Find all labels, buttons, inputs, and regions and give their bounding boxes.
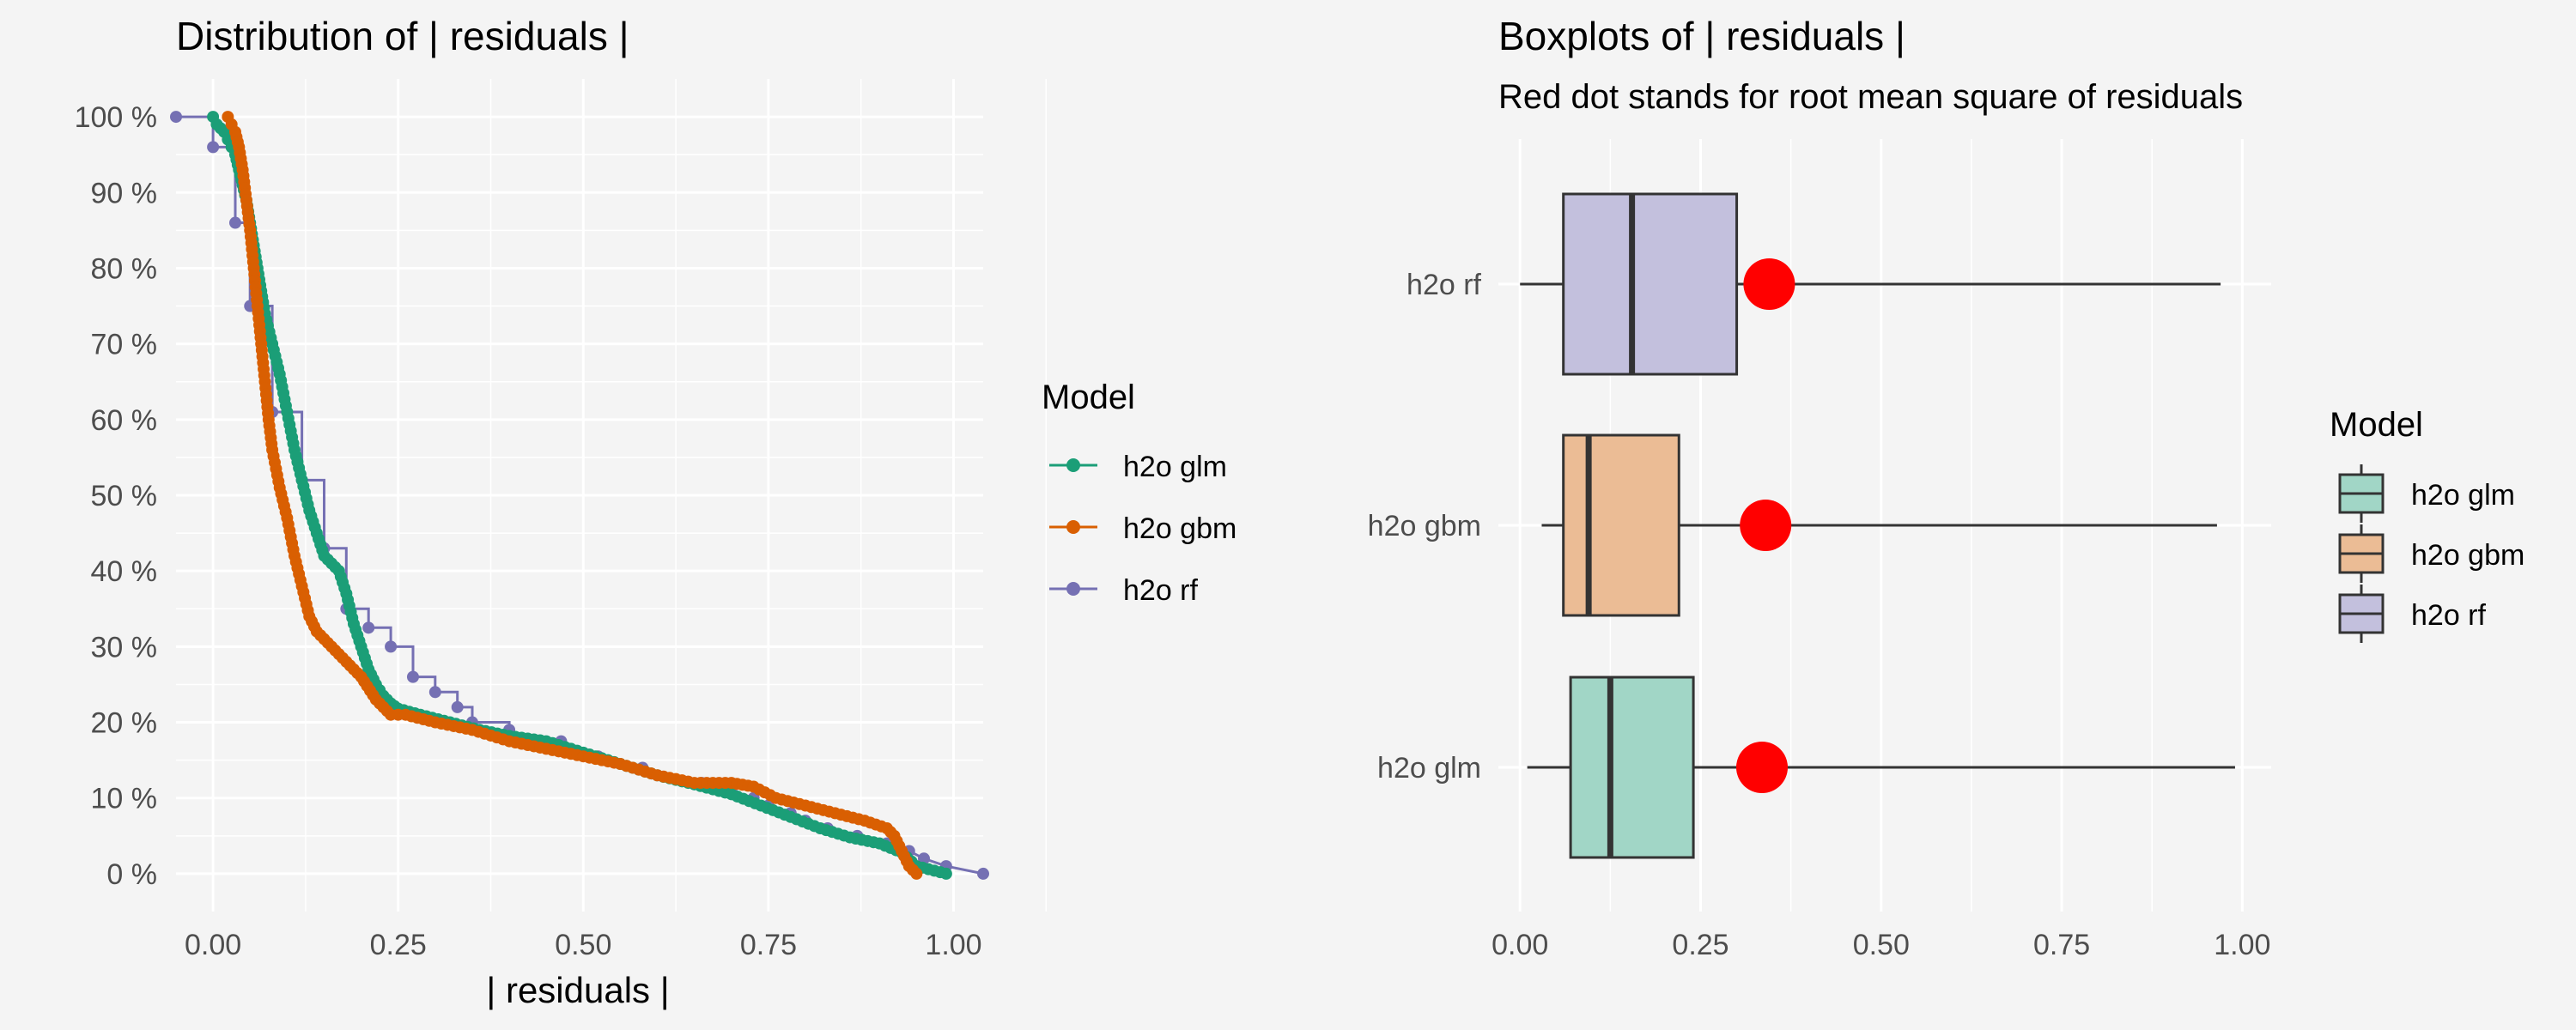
x-tick-label: 0.50	[1853, 929, 1910, 961]
x-tick-label: 1.00	[2214, 929, 2270, 961]
legend-label: h2o rf	[2411, 599, 2486, 632]
data-point	[939, 867, 952, 880]
data-point	[385, 640, 398, 653]
category-label: h2o gbm	[1368, 510, 1481, 542]
boxplot-h2o-gbm	[1541, 433, 2217, 617]
box	[1562, 192, 1739, 376]
x-tick-label: 0.75	[740, 929, 797, 961]
legend-key-point	[1066, 458, 1080, 472]
distribution-x-tick-labels: 0.00 0.25 0.50 0.75 1.00	[185, 929, 982, 961]
x-tick-label: 1.00	[925, 929, 981, 961]
legend-label: h2o gbm	[2411, 539, 2524, 572]
legend-label: h2o rf	[1123, 574, 1198, 607]
distribution-x-axis-label: | residuals |	[486, 970, 669, 1010]
rmse-dot	[1743, 258, 1795, 310]
boxplot-title: Boxplots of | residuals |	[1498, 14, 1905, 58]
distribution-panel: Distribution of | residuals | 0 % 10 % 20 …	[75, 14, 1237, 1010]
legend-key-point	[1066, 520, 1080, 534]
y-tick-label: 60 %	[91, 404, 158, 437]
data-point	[406, 670, 419, 683]
legend-item-h2o-gbm: h2o gbm	[1049, 512, 1236, 545]
boxplot-h2o-glm	[1527, 676, 2235, 859]
boxplot-h2o-rf	[1520, 192, 2221, 376]
x-tick-label: 0.25	[370, 929, 427, 961]
y-tick-label: 50 %	[91, 480, 158, 512]
boxplot-legend: Model h2o glm h2o gbm h2o rf	[2330, 406, 2524, 643]
legend-item-h2o-glm: h2o glm	[1049, 451, 1227, 483]
y-tick-label: 70 %	[91, 329, 158, 361]
data-point	[977, 867, 989, 880]
y-tick-label: 100 %	[75, 101, 157, 134]
data-point	[428, 686, 441, 699]
legend-item-h2o-rf: h2o rf	[2338, 585, 2486, 643]
legend-key-point	[1066, 582, 1080, 596]
legend-label: h2o gbm	[1123, 512, 1236, 545]
category-label: h2o glm	[1377, 752, 1481, 785]
legend-item-h2o-gbm: h2o gbm	[2338, 524, 2524, 583]
legend-label: h2o glm	[1123, 451, 1227, 483]
box	[1569, 676, 1695, 859]
box	[1562, 433, 1680, 617]
boxplot-x-tick-labels: 0.00 0.25 0.50 0.75 1.00	[1492, 929, 2270, 961]
rmse-dot	[1740, 500, 1792, 551]
boxplot-panel: Boxplots of | residuals | Red dot stands…	[1368, 14, 2525, 961]
x-tick-label: 0.75	[2033, 929, 2090, 961]
legend-label: h2o glm	[2411, 479, 2515, 512]
x-tick-label: 0.50	[555, 929, 611, 961]
data-point	[362, 621, 375, 634]
data-point	[451, 700, 464, 713]
rmse-dot	[1736, 742, 1789, 793]
boxplot-legend-title: Model	[2330, 406, 2423, 444]
y-tick-label: 20 %	[91, 707, 158, 740]
x-tick-label: 0.00	[185, 929, 241, 961]
y-tick-label: 0 %	[106, 858, 157, 891]
data-point	[228, 216, 241, 229]
legend-item-h2o-rf: h2o rf	[1049, 574, 1198, 607]
distribution-legend-title: Model	[1042, 379, 1135, 416]
category-label: h2o rf	[1406, 269, 1481, 301]
y-tick-label: 30 %	[91, 631, 158, 663]
y-tick-label: 90 %	[91, 177, 158, 209]
y-tick-label: 80 %	[91, 252, 158, 285]
data-point	[170, 111, 182, 124]
y-tick-label: 40 %	[91, 555, 158, 588]
data-point	[207, 141, 220, 154]
distribution-y-tick-labels: 0 % 10 % 20 % 30 % 40 % 50 % 60 % 70 % 80 % 90 % 1…	[75, 101, 157, 891]
distribution-series	[170, 111, 989, 880]
x-tick-label: 0.25	[1672, 929, 1728, 961]
y-tick-label: 10 %	[91, 783, 158, 815]
boxplot-category-labels: h2o glm h2o gbm h2o rf	[1368, 269, 1482, 785]
boxplot-boxes	[1520, 192, 2235, 859]
data-point	[910, 867, 923, 880]
boxplot-subtitle: Red dot stands for root mean square of r…	[1498, 78, 2243, 116]
data-point	[918, 852, 931, 865]
distribution-title: Distribution of | residuals |	[176, 14, 629, 58]
distribution-legend: Model h2o glm h2o gbm h2o rf	[1042, 379, 1236, 607]
x-tick-label: 0.00	[1492, 929, 1548, 961]
legend-item-h2o-glm: h2o glm	[2338, 464, 2515, 523]
